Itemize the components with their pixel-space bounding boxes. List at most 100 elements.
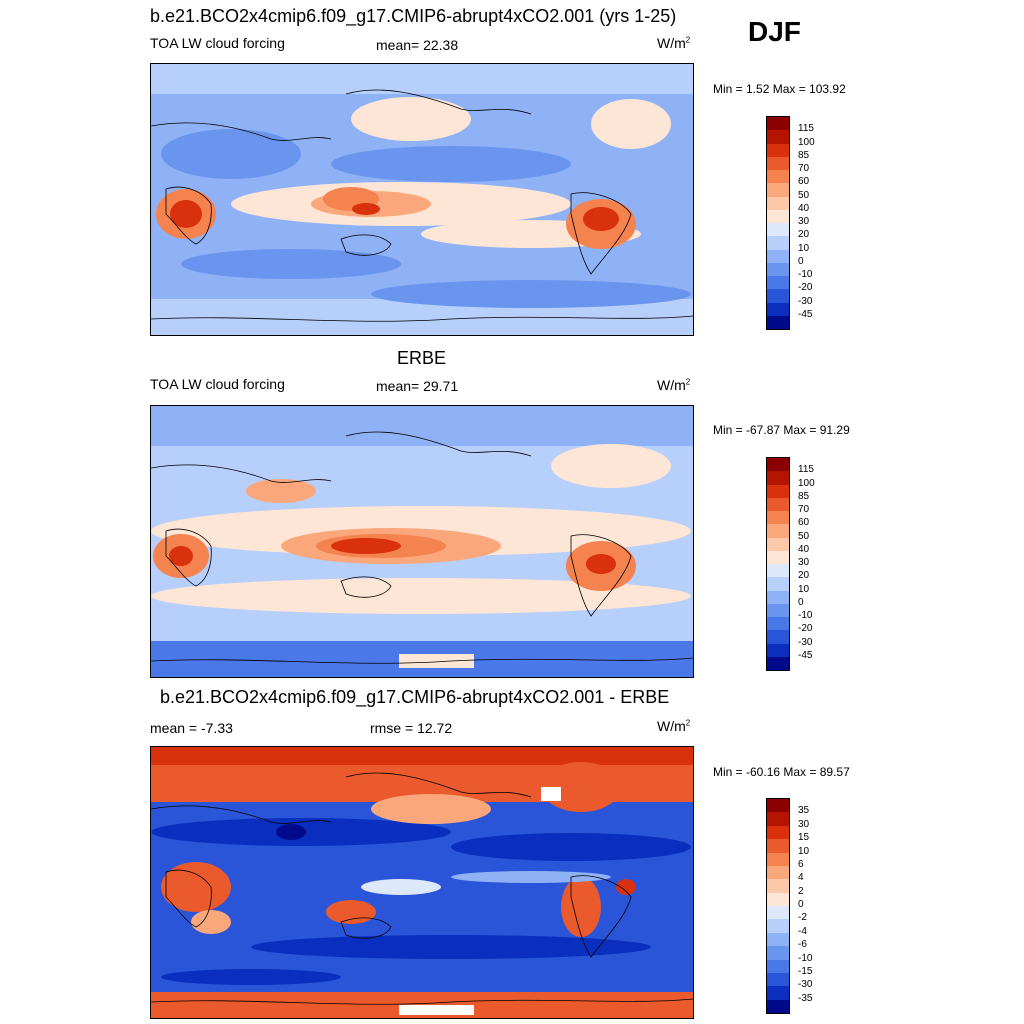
colorbar-swatch bbox=[767, 999, 789, 1013]
colorbar-swatch bbox=[767, 603, 789, 617]
panel3-title: b.e21.BCO2x4cmip6.f09_g17.CMIP6-abrupt4x… bbox=[160, 687, 670, 707]
colorbar-swatch bbox=[767, 799, 789, 813]
colorbar-swatch bbox=[767, 564, 789, 578]
panel3-minmax: Min = -60.16 Max = 89.57 bbox=[713, 765, 850, 779]
colorbar-tick-label: -45 bbox=[798, 649, 813, 661]
colorbar-swatch bbox=[767, 117, 789, 131]
colorbar-tick-label: -35 bbox=[798, 992, 813, 1004]
colorbar-tick-label: -6 bbox=[798, 939, 807, 951]
panel1-minmax: Min = 1.52 Max = 103.92 bbox=[713, 82, 846, 96]
colorbar-swatch bbox=[767, 315, 789, 329]
colorbar-tick-label: 50 bbox=[798, 189, 810, 201]
colorbar-tick-label: 30 bbox=[798, 557, 810, 568]
colorbar-tick-label: 50 bbox=[798, 530, 810, 542]
panel3-colorbar bbox=[766, 798, 790, 1014]
colorbar-tick-label: 20 bbox=[798, 229, 810, 241]
colorbar-tick-label: -45 bbox=[798, 308, 813, 320]
colorbar-swatch bbox=[767, 289, 789, 303]
colorbar-tick-label: 30 bbox=[798, 216, 810, 227]
colorbar-tick-label: 0 bbox=[798, 899, 804, 910]
colorbar-swatch bbox=[767, 656, 789, 670]
colorbar-swatch bbox=[767, 892, 789, 906]
colorbar-swatch bbox=[767, 865, 789, 880]
colorbar-swatch bbox=[767, 537, 789, 551]
colorbar-swatch bbox=[767, 630, 789, 644]
colorbar-tick-label: -10 bbox=[798, 610, 813, 621]
colorbar-tick-label: 85 bbox=[798, 149, 810, 161]
colorbar-swatch bbox=[767, 236, 789, 250]
colorbar-tick-label: 10 bbox=[798, 583, 810, 595]
colorbar-swatch bbox=[767, 643, 789, 657]
colorbar-tick-label: -20 bbox=[798, 282, 813, 294]
colorbar-swatch bbox=[767, 156, 789, 170]
colorbar-tick-label: -4 bbox=[798, 925, 807, 937]
colorbar-swatch bbox=[767, 524, 789, 538]
colorbar-tick-label: -2 bbox=[798, 912, 807, 924]
colorbar-swatch bbox=[767, 879, 789, 893]
colorbar-swatch bbox=[767, 223, 789, 237]
colorbar-swatch bbox=[767, 959, 789, 973]
panel3-rmse-label: rmse = 12.72 bbox=[370, 720, 453, 736]
colorbar-tick-label: 20 bbox=[798, 570, 810, 582]
colorbar-swatch bbox=[767, 170, 789, 184]
colorbar-swatch bbox=[767, 497, 789, 511]
colorbar-tick-label: -30 bbox=[798, 979, 813, 991]
colorbar-swatch bbox=[767, 130, 789, 144]
panel2-colorbar bbox=[766, 457, 790, 671]
colorbar-tick-label: 40 bbox=[798, 543, 810, 555]
colorbar-tick-label: 40 bbox=[798, 202, 810, 214]
colorbar-tick-label: 100 bbox=[798, 477, 815, 489]
panel1-variable-label: TOA LW cloud forcing bbox=[150, 35, 285, 51]
colorbar-swatch bbox=[767, 852, 789, 866]
colorbar-swatch bbox=[767, 839, 789, 853]
colorbar-tick-label: 60 bbox=[798, 176, 810, 188]
colorbar-tick-label: 100 bbox=[798, 136, 815, 148]
colorbar-swatch bbox=[767, 302, 789, 316]
colorbar-swatch bbox=[767, 209, 789, 223]
colorbar-tick-label: 70 bbox=[798, 504, 810, 515]
colorbar-tick-label: 115 bbox=[798, 464, 814, 476]
colorbar-swatch bbox=[767, 249, 789, 263]
colorbar-swatch bbox=[767, 986, 789, 1000]
colorbar-tick-label: -15 bbox=[798, 965, 813, 977]
panel1-title: b.e21.BCO2x4cmip6.f09_g17.CMIP6-abrupt4x… bbox=[150, 6, 677, 26]
panel2-units: W/m2 bbox=[657, 377, 691, 393]
colorbar-tick-label: 85 bbox=[798, 490, 810, 502]
colorbar-tick-label: 115 bbox=[798, 123, 814, 135]
colorbar-swatch bbox=[767, 812, 789, 826]
panel2-minmax: Min = -67.87 Max = 91.29 bbox=[713, 423, 850, 437]
colorbar-swatch bbox=[767, 617, 789, 631]
colorbar-tick-label: 4 bbox=[798, 872, 804, 884]
colorbar-swatch bbox=[767, 484, 789, 498]
colorbar-tick-label: 15 bbox=[798, 832, 810, 844]
colorbar-swatch bbox=[767, 550, 789, 564]
colorbar-tick-label: 0 bbox=[798, 255, 804, 267]
panel3-mean-label: mean = -7.33 bbox=[150, 720, 233, 736]
colorbar-swatch bbox=[767, 932, 789, 947]
panel1-map bbox=[150, 63, 694, 336]
colorbar-tick-label: -30 bbox=[798, 295, 813, 307]
colorbar-tick-label: 30 bbox=[798, 818, 810, 830]
colorbar-tick-label: -20 bbox=[798, 623, 813, 635]
colorbar-swatch bbox=[767, 143, 789, 157]
colorbar-tick-label: 2 bbox=[798, 885, 804, 897]
colorbar-swatch bbox=[767, 511, 789, 525]
colorbar-tick-label: 10 bbox=[798, 242, 810, 254]
colorbar-swatch bbox=[767, 458, 789, 472]
colorbar-swatch bbox=[767, 183, 789, 197]
colorbar-swatch bbox=[767, 825, 789, 840]
colorbar-swatch bbox=[767, 577, 789, 591]
panel2-mean-label: mean= 29.71 bbox=[376, 378, 459, 394]
panel1-colorbar bbox=[766, 116, 790, 330]
season-label: DJF bbox=[748, 16, 801, 47]
panel2-variable-label: TOA LW cloud forcing bbox=[150, 376, 285, 392]
panel2-title: ERBE bbox=[397, 348, 447, 368]
colorbar-swatch bbox=[767, 262, 789, 276]
panel3-map bbox=[150, 746, 694, 1019]
colorbar-swatch bbox=[767, 972, 789, 987]
colorbar-swatch bbox=[767, 919, 789, 933]
colorbar-swatch bbox=[767, 196, 789, 210]
colorbar-tick-label: -30 bbox=[798, 636, 813, 648]
colorbar-tick-label: 35 bbox=[798, 805, 810, 817]
colorbar-swatch bbox=[767, 471, 789, 485]
